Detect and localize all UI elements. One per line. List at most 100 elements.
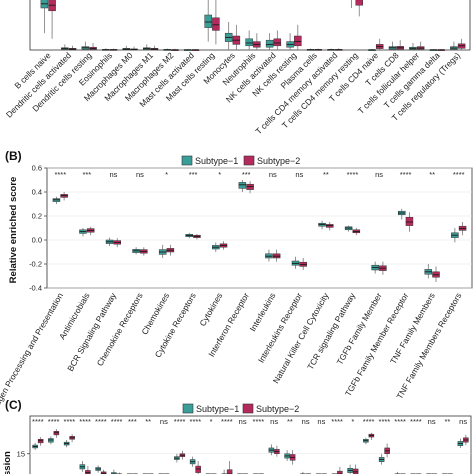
- legend-label-subtype1-c: Subtype−1: [196, 404, 239, 414]
- a-iqr-box: [294, 35, 302, 47]
- c-significance-label: *: [351, 417, 354, 426]
- c-box-s1-16: [284, 450, 290, 461]
- b-box-s2-9: [299, 258, 307, 270]
- b-significance-label: *: [218, 170, 221, 179]
- b-iqr-box: [405, 216, 414, 226]
- a-box-s1-17: [388, 41, 397, 50]
- b-box-s2-3: [140, 247, 148, 256]
- c-significance-label: ****: [394, 417, 406, 426]
- a-box-s2-18: [416, 41, 425, 50]
- c-significance-label: ****: [221, 417, 233, 426]
- panel-c-frame: [29, 415, 472, 474]
- c-box-s2-3: [85, 466, 91, 474]
- b-box-s2-10: [326, 222, 334, 231]
- legend-swatch-subtype2: [243, 155, 255, 166]
- b-category-label: Cytokines: [197, 291, 224, 328]
- c-box-s1-27: [457, 438, 464, 448]
- b-category-label: BCR Signaling Pathway: [65, 290, 119, 373]
- c-significance-label: ns: [270, 417, 278, 426]
- c-significance-label: ****: [253, 417, 265, 426]
- b-category-label: TCR signaling Pathway: [305, 290, 358, 371]
- panel-c-legend: Subtype−1 Subtype−2: [182, 403, 299, 414]
- a-box-s2-0: [48, 0, 56, 39]
- a-box-s1-19: [429, 49, 438, 51]
- a-box-s1-15: [351, 0, 352, 8]
- panel-c-y-axis-label: ssion: [2, 451, 13, 474]
- c-box-s1-20: [347, 464, 353, 474]
- a-box-s2-2: [89, 43, 97, 50]
- a-box-s1-6: [163, 48, 171, 51]
- c-box-s1-12: [221, 469, 227, 474]
- b-box-s1-2: [105, 237, 114, 246]
- a-box-s2-13: [314, 48, 323, 51]
- b-box-s1-12: [371, 261, 379, 274]
- a-box-s1-9: [224, 22, 233, 50]
- b-y-tick-label: 0.0: [32, 236, 42, 245]
- b-box-s1-1: [79, 228, 87, 237]
- panel-c: (C) Subtype−1 Subtype−2 ssion 15 **** ***…: [2, 398, 472, 474]
- c-significance-label: **: [444, 417, 450, 426]
- a-box-s2-9: [232, 24, 241, 50]
- c-box-s2-20: [352, 464, 359, 474]
- a-box-s1-1: [61, 44, 69, 50]
- a-box-s1-14: [327, 48, 335, 51]
- c-box-s1-5: [111, 469, 117, 474]
- b-box-s1-7: [238, 180, 247, 192]
- a-box-s2-3: [109, 48, 118, 51]
- b-y-tick-label: -0.2: [29, 260, 42, 269]
- panel-b-legend: Subtype−1 Subtype−2: [181, 155, 300, 166]
- b-significance-label: ***: [82, 170, 91, 179]
- c-significance-label: ****: [111, 417, 123, 426]
- b-box-s1-9: [291, 256, 300, 269]
- b-box-s2-15: [458, 222, 467, 236]
- c-box-s2-4: [100, 469, 107, 474]
- b-significance-label: ****: [347, 170, 359, 179]
- panel-b-frame: [46, 167, 473, 289]
- b-significance-label: ns: [375, 170, 383, 179]
- c-box-s1-9: [174, 453, 180, 463]
- c-significance-label: ****: [331, 417, 343, 426]
- a-iqr-box: [355, 0, 363, 6]
- b-box-s2-11: [352, 228, 361, 236]
- c-significance-label: ***: [128, 417, 137, 426]
- panel-a-frame: [29, 0, 471, 51]
- c-box-s2-19: [337, 466, 343, 474]
- b-box-s2-12: [379, 261, 387, 275]
- panel-b: (B) Subtype−1 Subtype−2 Relative enriche…: [0, 149, 473, 415]
- b-box-s2-5: [193, 234, 201, 240]
- c-significance-label: ****: [79, 417, 91, 426]
- b-y-tick-label: 0.2: [32, 212, 42, 221]
- a-box-s1-11: [265, 33, 274, 50]
- b-box-s2-6: [219, 241, 228, 250]
- legend-swatch-subtype1-c: [182, 403, 194, 414]
- c-box-s2-22: [384, 443, 390, 458]
- c-box-s2-0: [37, 437, 44, 446]
- c-significance-label: ****: [410, 417, 422, 426]
- panel-b-letter: (B): [5, 149, 22, 163]
- c-box-s2-1: [53, 429, 60, 438]
- c-box-s2-15: [274, 445, 280, 457]
- a-box-s2-11: [273, 30, 282, 50]
- b-box-s1-6: [212, 242, 220, 252]
- c-significance-label: **: [145, 417, 151, 426]
- a-box-s1-12: [286, 33, 294, 50]
- c-box-s2-27: [463, 434, 469, 446]
- c-box-s2-10: [195, 461, 201, 474]
- b-y-tick-label: -0.4: [29, 284, 42, 293]
- b-significance-label: ****: [453, 170, 465, 179]
- b-y-tick-label: 0.4: [32, 188, 42, 197]
- c-significance-label: ns: [428, 417, 436, 426]
- a-box-s2-17: [396, 40, 404, 50]
- c-significance-label: ****: [64, 417, 76, 426]
- c-significance-label: ns: [160, 417, 168, 426]
- panel-c-letter: (C): [5, 398, 22, 412]
- c-significance-label: *: [210, 417, 213, 426]
- a-box-s1-16: [368, 49, 376, 51]
- c-iqr-box: [226, 469, 233, 474]
- b-box-s2-4: [166, 244, 175, 256]
- a-box-s2-20: [457, 38, 466, 50]
- b-box-s1-0: [52, 196, 61, 204]
- c-box-s2-9: [179, 450, 186, 460]
